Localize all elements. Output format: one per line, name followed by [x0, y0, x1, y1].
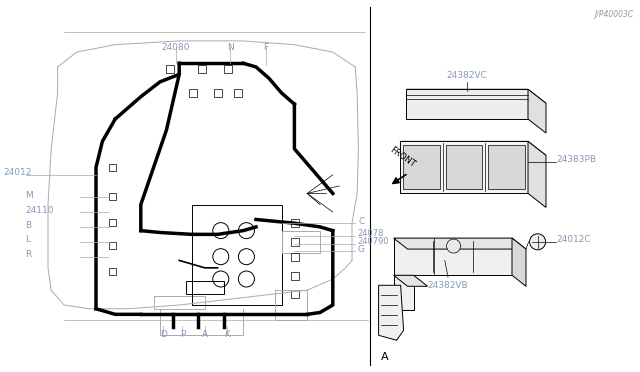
Text: F: F: [263, 43, 268, 52]
Bar: [291, 219, 300, 228]
Bar: [186, 281, 224, 294]
Bar: [282, 231, 320, 253]
Bar: [406, 89, 528, 119]
Bar: [166, 65, 174, 73]
Text: A: A: [202, 330, 208, 339]
Bar: [291, 253, 300, 261]
Polygon shape: [394, 238, 512, 275]
Polygon shape: [394, 238, 526, 249]
Text: L: L: [26, 235, 31, 244]
Text: J/P40003C: J/P40003C: [595, 10, 634, 19]
Text: 24382VC: 24382VC: [447, 71, 488, 80]
Bar: [198, 65, 206, 73]
Text: FRONT: FRONT: [388, 145, 416, 169]
Polygon shape: [528, 89, 546, 133]
Polygon shape: [528, 141, 546, 208]
Circle shape: [530, 234, 545, 250]
Text: 24080: 24080: [162, 43, 190, 52]
Bar: [291, 290, 300, 298]
Bar: [189, 89, 197, 97]
Text: B: B: [26, 221, 32, 230]
Polygon shape: [394, 275, 428, 286]
Text: 24012C: 24012C: [557, 235, 591, 244]
Bar: [154, 296, 205, 309]
Polygon shape: [400, 141, 546, 155]
Bar: [224, 65, 232, 73]
Polygon shape: [379, 285, 404, 340]
Polygon shape: [406, 89, 546, 103]
Bar: [445, 145, 483, 189]
Text: 24012: 24012: [3, 169, 31, 177]
Bar: [192, 205, 282, 305]
Bar: [109, 219, 116, 227]
Bar: [291, 238, 300, 246]
Text: K: K: [224, 330, 230, 339]
Bar: [403, 145, 440, 189]
Text: P: P: [180, 330, 185, 339]
Bar: [214, 89, 223, 97]
Bar: [109, 164, 116, 171]
Text: G: G: [357, 245, 364, 254]
Bar: [291, 272, 300, 280]
Text: 240790: 240790: [357, 237, 388, 246]
Text: A: A: [381, 352, 388, 362]
Text: M: M: [26, 191, 33, 200]
Polygon shape: [512, 238, 526, 286]
Text: 24383PB: 24383PB: [557, 155, 596, 164]
Bar: [109, 193, 116, 201]
Bar: [109, 242, 116, 249]
Text: R: R: [26, 250, 32, 259]
Text: 24110: 24110: [26, 206, 54, 215]
Text: 24382VB: 24382VB: [428, 281, 468, 290]
Text: N: N: [227, 43, 234, 52]
Text: C: C: [358, 217, 365, 226]
Text: 24078: 24078: [357, 229, 383, 238]
Circle shape: [447, 239, 461, 253]
Bar: [488, 145, 525, 189]
Bar: [109, 268, 116, 275]
Text: D: D: [160, 330, 166, 339]
Bar: [234, 89, 242, 97]
Bar: [400, 141, 528, 193]
Polygon shape: [394, 275, 413, 310]
